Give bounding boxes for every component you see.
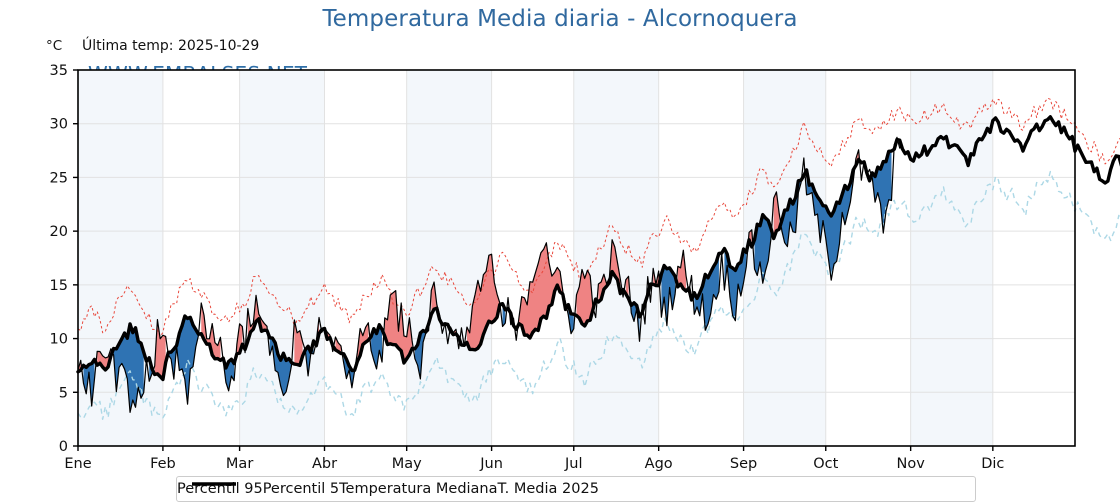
svg-text:5: 5 [59, 385, 68, 401]
legend-item-3[interactable]: Temperatura Mediana [192, 477, 498, 501]
svg-text:Ene: Ene [64, 456, 91, 472]
chart-legend: Percentil 95 Percentil 5 Temperatura Media… [176, 476, 976, 502]
svg-text:35: 35 [50, 63, 68, 79]
svg-text:20: 20 [50, 224, 68, 240]
svg-text:15: 15 [50, 278, 68, 294]
legend-item-2[interactable]: Percentil 5 [192, 477, 340, 501]
legend-item-4[interactable]: T. Media 2025 [192, 477, 599, 501]
legend-label: Temperatura Mediana [339, 481, 498, 497]
last-temp-subtitle: Última temp: 2025-10-29 [82, 38, 260, 54]
svg-text:Jun: Jun [479, 456, 503, 472]
svg-text:30: 30 [50, 117, 68, 133]
legend-swatch-icon [192, 483, 236, 485]
svg-text:Dic: Dic [981, 456, 1004, 472]
y-axis-unit-label: °C [46, 38, 63, 54]
svg-text:Nov: Nov [897, 456, 926, 472]
svg-text:Feb: Feb [150, 456, 176, 472]
svg-text:10: 10 [50, 332, 68, 348]
svg-text:May: May [392, 456, 422, 472]
svg-text:Jul: Jul [564, 456, 583, 472]
svg-text:Abr: Abr [312, 456, 337, 472]
svg-text:Ago: Ago [645, 456, 673, 472]
svg-text:Oct: Oct [813, 456, 838, 472]
svg-text:Sep: Sep [730, 456, 757, 472]
page-title: Temperatura Media diaria - Alcornoquera [322, 6, 798, 32]
svg-text:25: 25 [50, 170, 68, 186]
svg-text:Mar: Mar [226, 456, 253, 472]
legend-label: Percentil 5 [262, 481, 340, 497]
svg-text:0: 0 [59, 439, 68, 455]
legend-label: T. Media 2025 [497, 481, 599, 497]
